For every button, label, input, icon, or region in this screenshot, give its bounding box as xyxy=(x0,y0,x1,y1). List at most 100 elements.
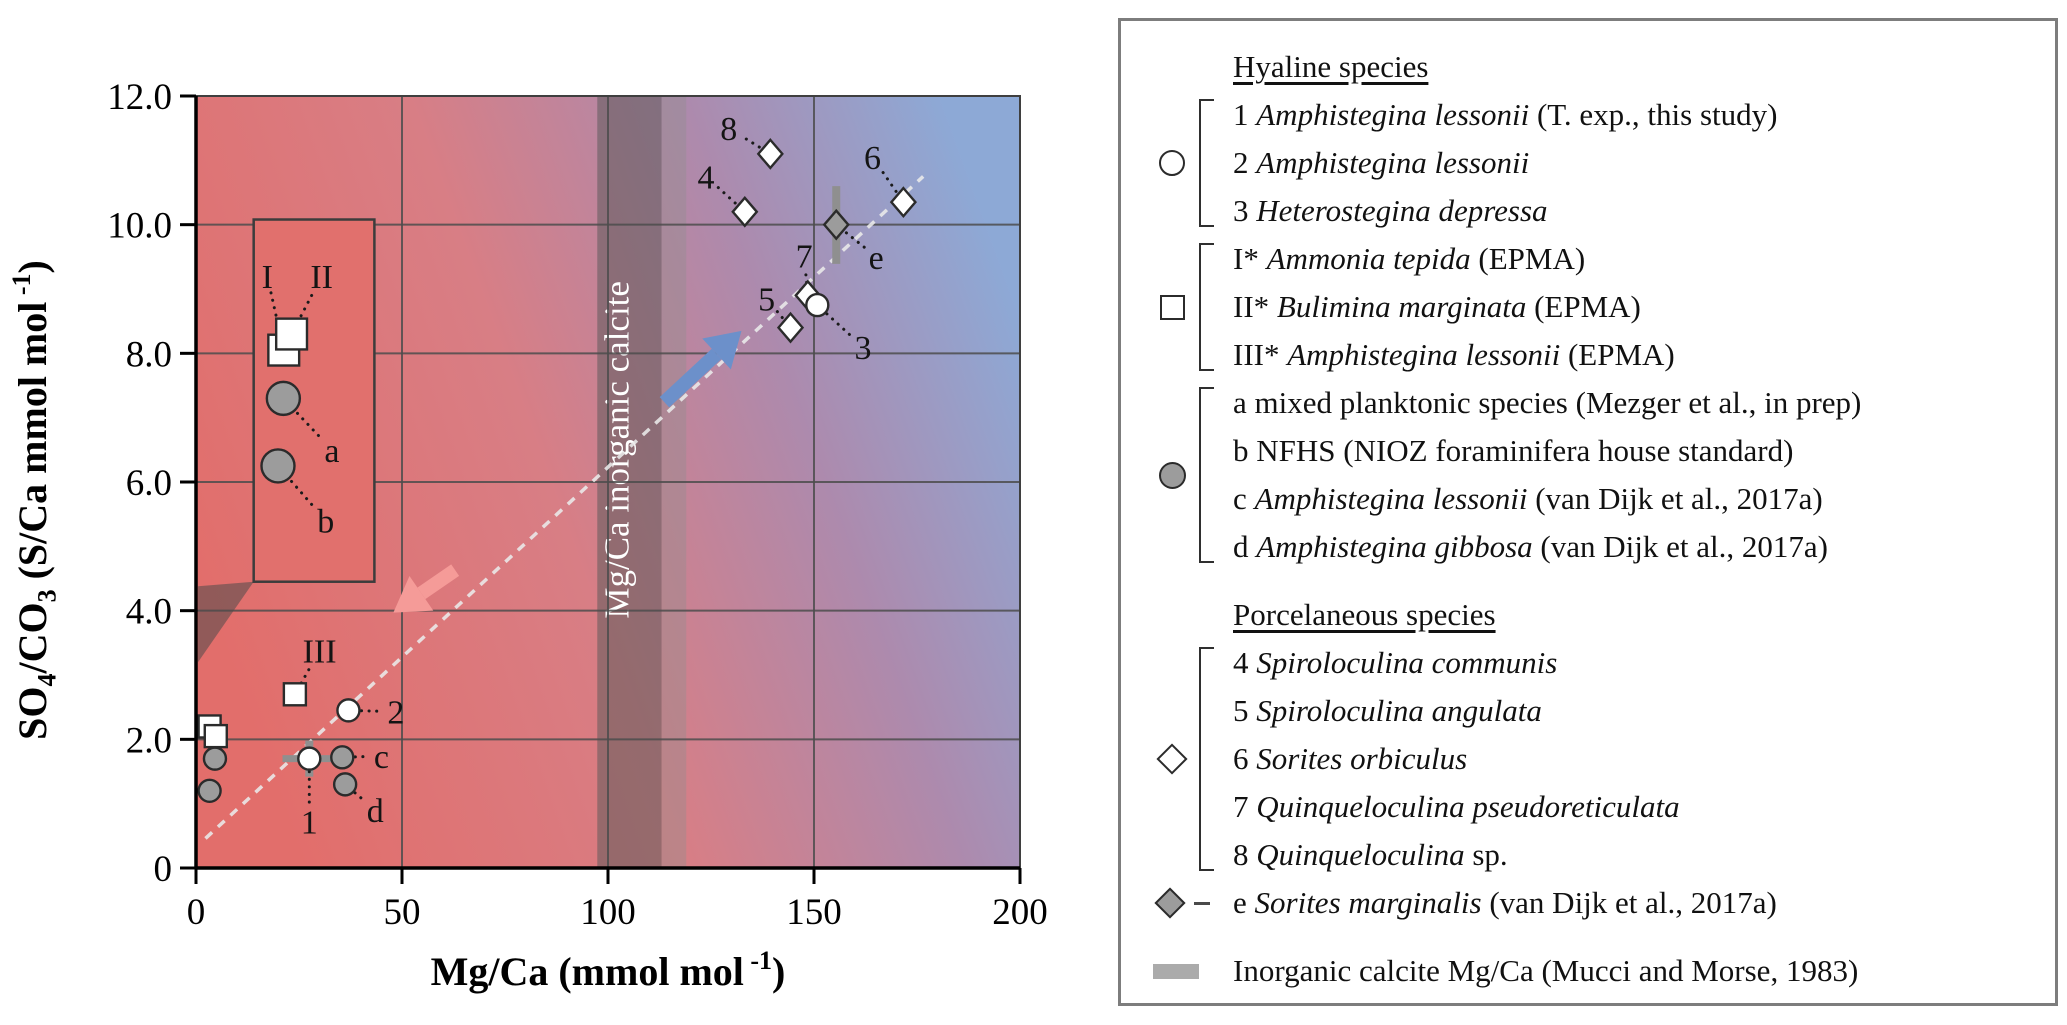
legend-item: II* Bulimina marginata (EPMA) xyxy=(1233,289,1641,324)
y-tick-6.0: 6.0 xyxy=(126,463,172,504)
legend-item: Inorganic calcite Mg/Ca (Mucci and Morse… xyxy=(1233,953,1859,988)
legend-item: 4 Spiroloculina communis xyxy=(1233,645,1558,680)
legend-items: 1 Amphistegina lessonii (T. exp., this s… xyxy=(1233,91,2045,235)
y-axis-title: SO4/CO3 (S/Ca mmol mol -1) xyxy=(7,260,62,740)
band-label: Mg/Ca inorganic calcite xyxy=(598,281,637,619)
dash-icon xyxy=(1194,901,1210,905)
y-tick-4.0: 4.0 xyxy=(126,592,172,633)
legend-item: b NFHS (NIOZ foraminifera house standard… xyxy=(1233,433,1794,468)
point-label-7: 7 xyxy=(796,239,813,276)
legend-item: a mixed planktonic species (Mezger et al… xyxy=(1233,385,1862,420)
legend-extra-rows: e Sorites marginalis (van Dijk et al., 2… xyxy=(1147,879,2045,995)
legend-bracket xyxy=(1199,647,1214,871)
point-c-marker xyxy=(330,745,355,770)
legend-porcelaneous-groups: 4 Spiroloculina communis 5 Spiroloculina … xyxy=(1147,639,2045,879)
legend-item: 2 Amphistegina lessonii xyxy=(1233,145,1530,180)
inset-circle-b-marker xyxy=(260,448,296,484)
legend-header-hyaline: Hyaline species xyxy=(1233,43,2045,91)
square-II-main-marker xyxy=(203,723,228,749)
point-label-2: 2 xyxy=(387,695,404,732)
diamond-gray-marker-shape xyxy=(1154,887,1186,919)
legend-header-porcelaneous-text: Porcelaneous species xyxy=(1233,597,1496,632)
y-tick-2.0: 2.0 xyxy=(126,720,172,761)
leader-line xyxy=(879,167,898,193)
y-tick-12.0: 12.0 xyxy=(107,77,172,118)
legend-item: 7 Quinqueloculina pseudoreticulata xyxy=(1233,789,1680,824)
legend-group-circle-white: 1 Amphistegina lessonii (T. exp., this s… xyxy=(1147,91,2045,235)
legend-items: 4 Spiroloculina communis 5 Spiroloculina … xyxy=(1233,639,2045,879)
legend-marker-cell xyxy=(1147,235,1233,379)
point-5-marker xyxy=(776,311,805,344)
legend-item: 6 Sorites orbiculus xyxy=(1233,741,1468,776)
x-tick-200: 200 xyxy=(992,892,1048,933)
point-label-5: 5 xyxy=(758,282,775,319)
x-tick-0: 0 xyxy=(187,892,206,933)
x-tick-50: 50 xyxy=(384,892,421,933)
legend-item: III* Amphistegina lessonii (EPMA) xyxy=(1233,337,1675,372)
circle-gray-marker-icon xyxy=(1155,458,1189,492)
annotations xyxy=(198,175,925,840)
circle-white-marker-shape xyxy=(1159,150,1185,176)
point-label-d: d xyxy=(367,793,384,830)
legend-header-hyaline-text: Hyaline species xyxy=(1233,49,1429,84)
circle-a-main-marker xyxy=(202,746,228,771)
legend-marker-cell xyxy=(1147,379,1233,571)
y-tick-8.0: 8.0 xyxy=(126,334,172,375)
legend-panel: Hyaline species 1 Amphistegina lessonii … xyxy=(1118,18,2058,1006)
gray-bar-marker-icon xyxy=(1153,963,1199,979)
point-4-marker xyxy=(731,195,759,228)
point-3-marker xyxy=(805,292,830,318)
point-2-marker xyxy=(336,698,361,723)
point-1-marker xyxy=(297,746,322,771)
leader-line xyxy=(774,308,784,320)
legend-item: c Amphistegina lessonii (van Dijk et al.… xyxy=(1233,481,1823,516)
point-label-1: 1 xyxy=(301,805,318,842)
circle-b-main-marker xyxy=(197,778,222,803)
square-white-marker-icon xyxy=(1155,290,1189,324)
legend-items: I* Ammonia tepida (EPMA) II* Bulimina mar… xyxy=(1233,235,2045,379)
legend-item: I* Ammonia tepida (EPMA) xyxy=(1233,241,1586,276)
square-III-marker xyxy=(282,682,308,707)
legend-item: 1 Amphistegina lessonii (T. exp., this s… xyxy=(1233,97,1778,132)
point-6-marker xyxy=(889,186,917,218)
inset-zoom-wedge xyxy=(198,581,254,663)
legend-row-e: e Sorites marginalis (van Dijk et al., 2… xyxy=(1147,879,2045,927)
legend-bracket xyxy=(1199,99,1214,227)
point-label-c: c xyxy=(374,739,389,776)
legend-marker-cell xyxy=(1147,639,1233,879)
x-axis-title: Mg/Ca (mmol mol -1) xyxy=(431,946,786,994)
legend-gap xyxy=(1147,927,2045,947)
trend-arrow-1 xyxy=(659,330,742,408)
point-label-III: III xyxy=(303,634,337,671)
x-tick-100: 100 xyxy=(580,892,636,933)
legend-group-square-white: I* Ammonia tepida (EPMA) II* Bulimina mar… xyxy=(1147,235,2045,379)
point-label-4: 4 xyxy=(698,159,715,196)
inset-square-II-marker xyxy=(274,317,309,351)
point-label-8: 8 xyxy=(720,111,737,148)
point-label-b: b xyxy=(317,504,334,541)
square-white-marker-shape xyxy=(1159,294,1185,320)
axes: 0 50 100 150 200 0 2.0 4.0 6.0 8.0 10.0 12.0 Mg/Ca (… xyxy=(7,77,1048,994)
diamond-white-marker-shape xyxy=(1156,743,1188,775)
x-tick-150: 150 xyxy=(786,892,842,933)
circle-white-marker-icon xyxy=(1155,146,1189,180)
point-d-marker xyxy=(332,772,358,797)
legend-item: 8 Quinqueloculina sp. xyxy=(1233,837,1508,872)
legend-hyaline-groups: 1 Amphistegina lessonii (T. exp., this s… xyxy=(1147,91,2045,571)
leader-line xyxy=(296,287,317,324)
legend-bracket xyxy=(1199,387,1214,563)
legend-group-circle-gray: a mixed planktonic species (Mezger et al… xyxy=(1147,379,2045,571)
legend-items: a mixed planktonic species (Mezger et al… xyxy=(1233,379,2045,571)
inset-circle-a-marker xyxy=(265,380,302,417)
point-label-e: e xyxy=(869,240,884,277)
point-label-3: 3 xyxy=(855,330,872,367)
legend-item: 3 Heterostegina depressa xyxy=(1233,193,1548,228)
diamond-white-marker-icon xyxy=(1155,742,1189,776)
trend-arrow-0 xyxy=(393,564,460,613)
point-e-marker xyxy=(822,208,850,241)
point-8-marker xyxy=(756,138,784,170)
